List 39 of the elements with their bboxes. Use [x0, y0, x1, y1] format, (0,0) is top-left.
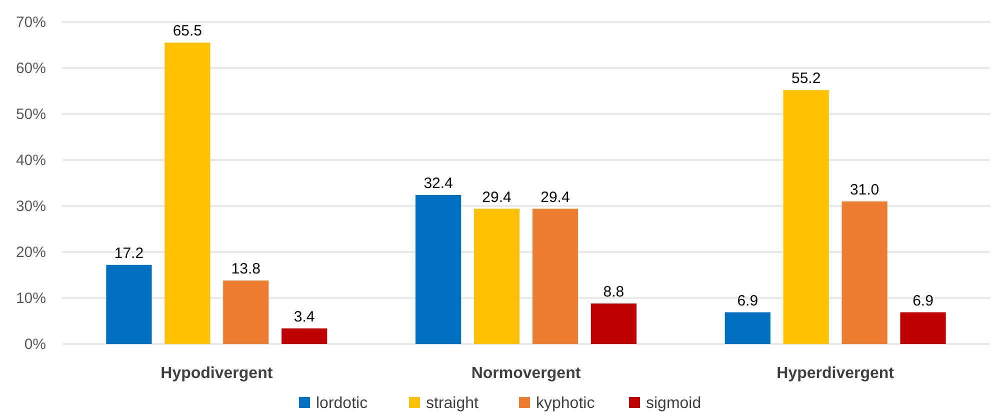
legend-label: kyphotic	[536, 395, 595, 412]
y-tick-label: 10%	[16, 290, 46, 307]
bar	[223, 280, 269, 344]
data-label: 6.9	[912, 292, 934, 310]
y-tick-label: 40%	[16, 152, 46, 169]
data-label: 13.8	[231, 260, 260, 278]
data-label: 31.0	[850, 181, 880, 198]
legend-label: sigmoid	[646, 395, 702, 412]
x-tick-label: Hypodivergent	[160, 365, 274, 382]
data-label: 17.2	[114, 244, 144, 262]
y-tick-label: 0%	[24, 336, 46, 353]
data-label: 29.4	[540, 188, 570, 206]
data-label: 29.4	[482, 188, 512, 206]
bar	[532, 208, 578, 344]
bar	[164, 42, 210, 344]
data-label: 3.4	[294, 308, 315, 326]
y-tick-label: 30%	[16, 198, 46, 215]
x-tick-label: Normovergent	[471, 365, 582, 382]
data-label: 55.2	[792, 70, 821, 88]
bar	[900, 312, 946, 344]
data-label: 32.4	[424, 174, 453, 192]
legend-label: lordotic	[316, 395, 368, 412]
x-tick-label: Hyperdivergent	[776, 365, 895, 382]
data-label: 6.9	[737, 292, 758, 310]
bar	[724, 312, 770, 344]
bar	[106, 264, 152, 344]
bar	[416, 194, 462, 344]
y-tick-label: 60%	[16, 60, 46, 77]
bar	[590, 304, 636, 344]
data-label: 65.5	[172, 22, 202, 40]
bar	[842, 201, 888, 344]
bar	[282, 328, 328, 344]
y-tick-label: 20%	[16, 244, 46, 261]
legend-label: straight	[426, 395, 480, 412]
data-label: 8.8	[603, 284, 624, 301]
y-tick-label: 70%	[16, 14, 46, 31]
bar	[783, 90, 829, 344]
bar	[474, 208, 520, 344]
y-tick-label: 50%	[16, 106, 46, 123]
